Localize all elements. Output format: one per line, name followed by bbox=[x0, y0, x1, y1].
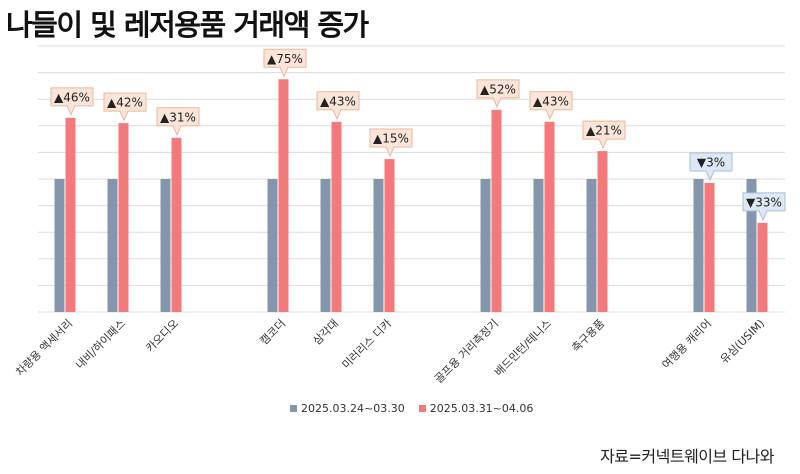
change-callout bbox=[689, 152, 733, 182]
change-callout bbox=[476, 79, 520, 109]
change-callout bbox=[156, 107, 200, 137]
category-label: 여행용 캐리어 bbox=[660, 317, 715, 372]
change-callout bbox=[103, 92, 147, 122]
change-callout bbox=[263, 48, 307, 78]
bar-series-1 bbox=[54, 179, 65, 312]
change-label: ▲43% bbox=[533, 94, 569, 108]
bar-series-1 bbox=[480, 179, 491, 312]
legend-label-series-2: 2025.03.31~04.06 bbox=[429, 402, 534, 415]
change-callout bbox=[529, 91, 573, 121]
legend-item-series-2: 2025.03.31~04.06 bbox=[418, 402, 534, 415]
change-label: ▲46% bbox=[54, 90, 90, 104]
bar-series-1 bbox=[693, 179, 704, 312]
bar-series-1 bbox=[533, 179, 544, 312]
category-label: 골프용 거리측정기 bbox=[432, 317, 501, 386]
bar-series-2 bbox=[757, 222, 768, 312]
change-label: ▼3% bbox=[697, 155, 725, 169]
chart-title: 나들이 및 레저용품 거래액 증가 bbox=[6, 8, 369, 42]
change-label: ▲52% bbox=[480, 82, 516, 96]
legend-swatch-series-2 bbox=[418, 405, 426, 412]
category-label: 유심(USIM) bbox=[718, 317, 767, 366]
bar-series-2 bbox=[544, 121, 555, 312]
category-label: 카오디오 bbox=[143, 317, 181, 355]
category-label: 캠코더 bbox=[257, 317, 288, 348]
source-note: 자료=커넥트웨이브 다나와 bbox=[600, 447, 774, 466]
category-label: 삼각대 bbox=[310, 317, 341, 348]
change-callout bbox=[369, 128, 413, 158]
change-label: ▲21% bbox=[586, 124, 622, 138]
category-label: 내비/하이패스 bbox=[73, 316, 128, 371]
bar-series-1 bbox=[267, 179, 278, 312]
change-callout bbox=[50, 87, 94, 117]
category-label: 배드민턴/테니스 bbox=[492, 317, 554, 379]
bar-series-2 bbox=[704, 182, 715, 312]
bar-series-2 bbox=[118, 123, 129, 312]
bar-series-1 bbox=[107, 179, 118, 312]
change-label: ▲42% bbox=[107, 96, 143, 110]
change-label: ▲31% bbox=[160, 110, 196, 124]
change-label: ▲15% bbox=[373, 132, 409, 146]
change-callout bbox=[742, 192, 786, 222]
legend-item-series-1: 2025.03.24~03.30 bbox=[290, 402, 405, 415]
change-label: ▲75% bbox=[267, 52, 303, 66]
category-label: 축구용품 bbox=[569, 317, 607, 355]
category-label: 차량용 액세서리 bbox=[13, 317, 75, 379]
bar-series-2 bbox=[278, 79, 289, 312]
bar-series-1 bbox=[586, 179, 597, 312]
bar-series-2 bbox=[491, 109, 502, 312]
bar-series-2 bbox=[384, 159, 395, 312]
change-label: ▲43% bbox=[320, 94, 356, 108]
bar-series-1 bbox=[373, 179, 384, 312]
legend-label-series-1: 2025.03.24~03.30 bbox=[301, 402, 405, 415]
bar-series-2 bbox=[331, 121, 342, 312]
change-callout bbox=[316, 91, 360, 121]
bar-series-1 bbox=[160, 179, 171, 312]
bar-series-2 bbox=[597, 151, 608, 312]
bar-series-2 bbox=[65, 117, 76, 312]
legend-swatch-series-1 bbox=[290, 405, 297, 412]
category-label: 미러리스 디카 bbox=[340, 317, 395, 372]
bar-series-1 bbox=[320, 179, 331, 312]
bar-series-2 bbox=[171, 137, 182, 312]
legend: 2025.03.24~03.30 2025.03.31~04.06 bbox=[290, 402, 533, 415]
change-callout bbox=[582, 120, 626, 150]
bar-series-1 bbox=[746, 179, 757, 312]
change-label: ▼33% bbox=[746, 195, 782, 209]
